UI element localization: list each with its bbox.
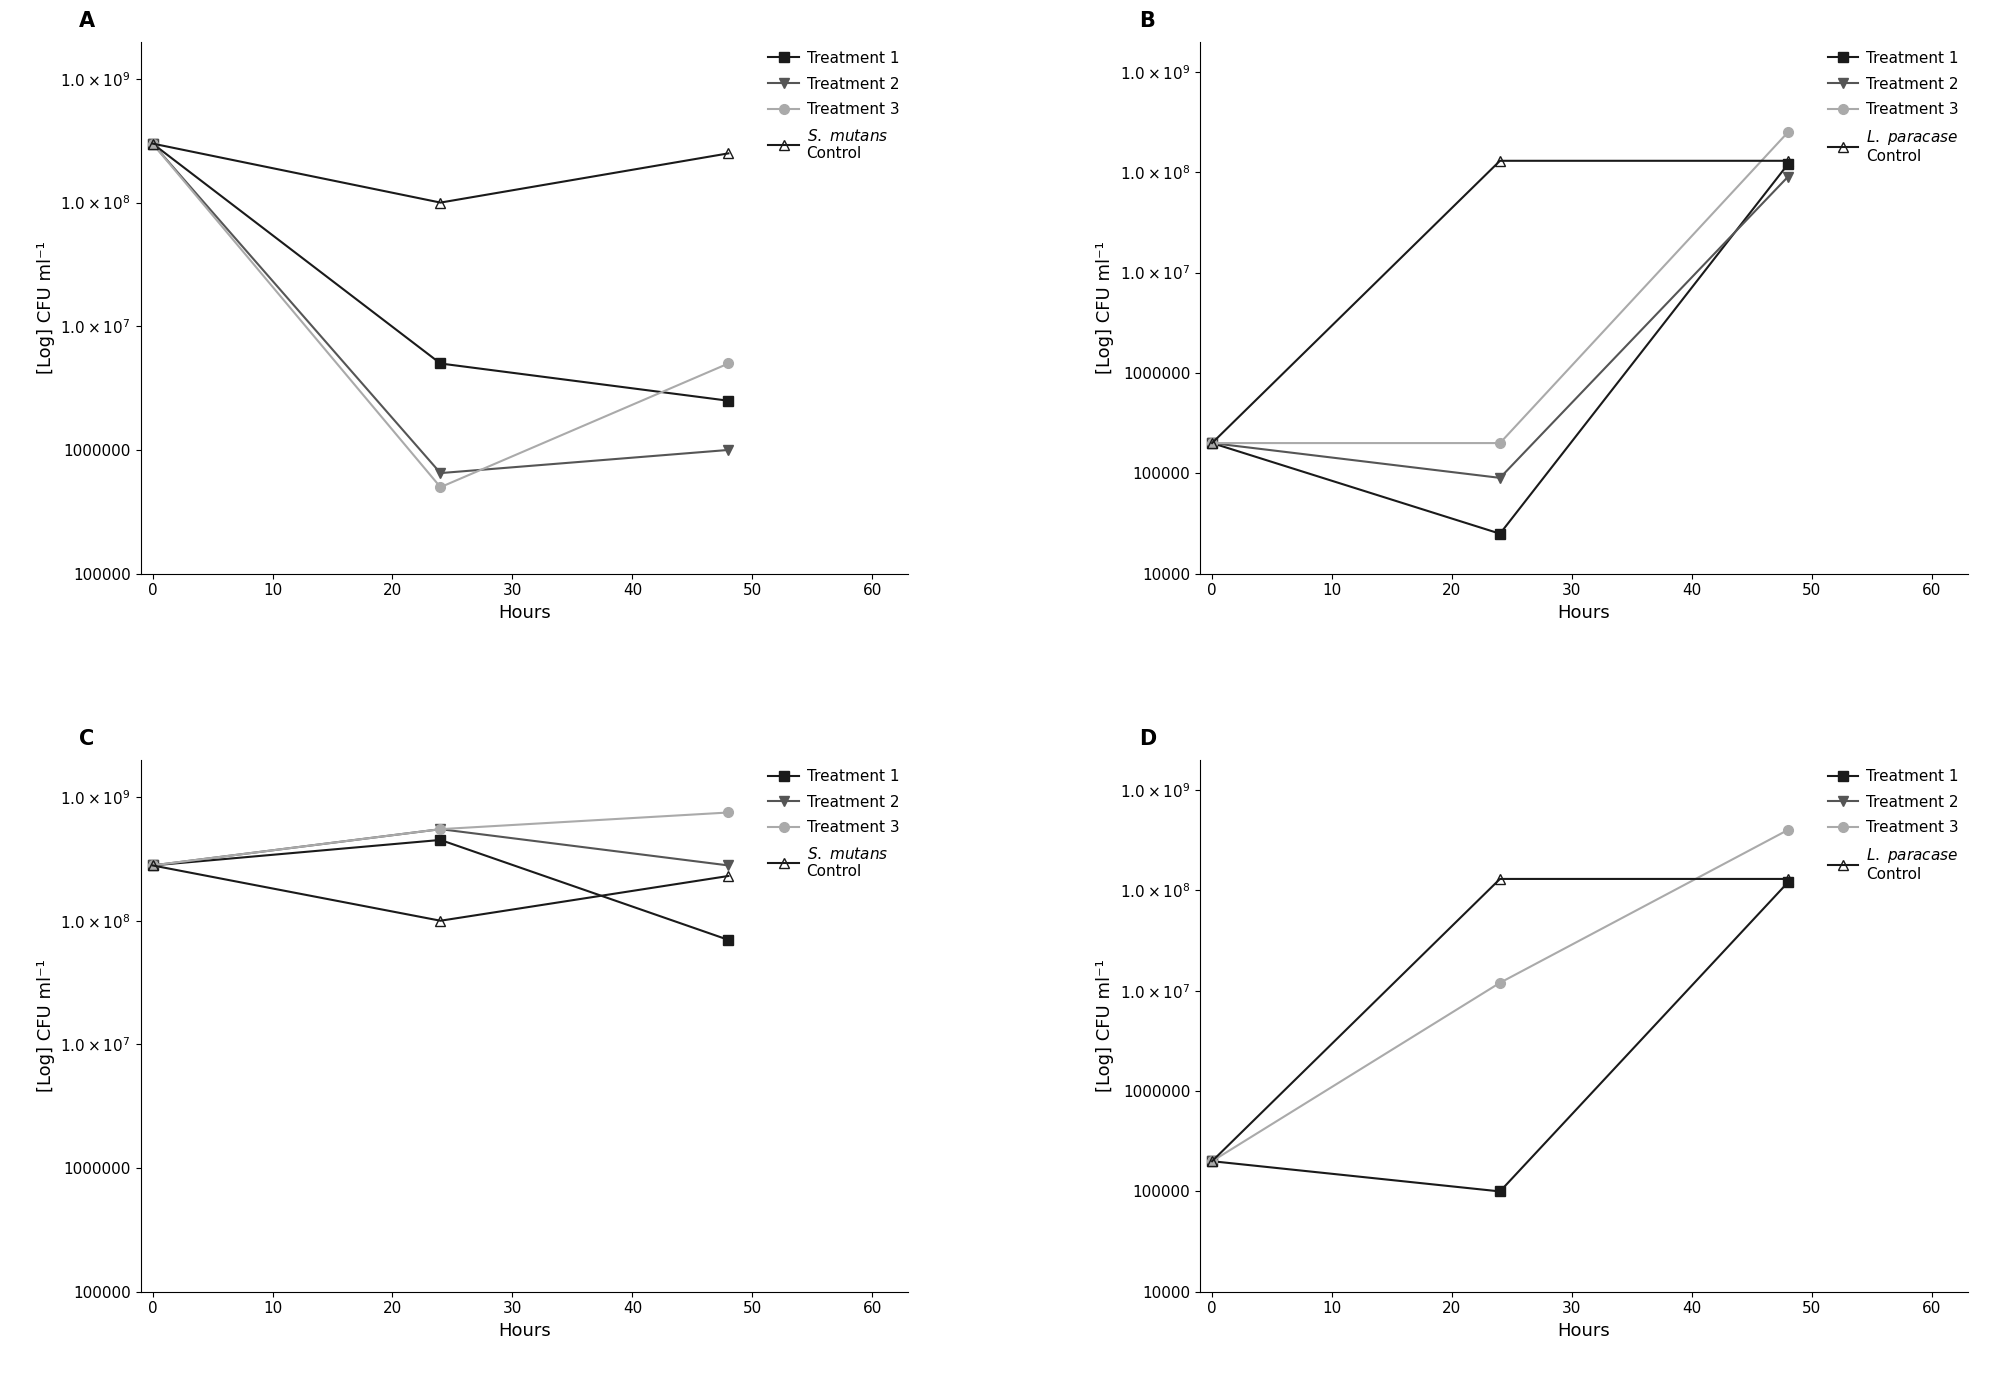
Legend: Treatment 1, Treatment 2, Treatment 3, $\it{L.\ paracase}$
Control: Treatment 1, Treatment 2, Treatment 3, $… xyxy=(1820,763,1963,889)
Y-axis label: [Log] CFU ml⁻¹: [Log] CFU ml⁻¹ xyxy=(1096,242,1114,374)
Y-axis label: [Log] CFU ml⁻¹: [Log] CFU ml⁻¹ xyxy=(36,960,54,1092)
Legend: Treatment 1, Treatment 2, Treatment 3, $\it{L.\ paracase}$
Control: Treatment 1, Treatment 2, Treatment 3, $… xyxy=(1820,44,1963,171)
Text: C: C xyxy=(78,729,94,749)
X-axis label: Hours: Hours xyxy=(1557,604,1610,622)
Text: A: A xyxy=(78,11,94,31)
Text: B: B xyxy=(1138,11,1154,31)
Legend: Treatment 1, Treatment 2, Treatment 3, $\it{S.\ mutans}$
Control: Treatment 1, Treatment 2, Treatment 3, $… xyxy=(763,763,905,886)
X-axis label: Hours: Hours xyxy=(498,1322,550,1340)
Legend: Treatment 1, Treatment 2, Treatment 3, $\it{S.\ mutans}$
Control: Treatment 1, Treatment 2, Treatment 3, $… xyxy=(763,44,905,168)
Y-axis label: [Log] CFU ml⁻¹: [Log] CFU ml⁻¹ xyxy=(1096,960,1114,1092)
X-axis label: Hours: Hours xyxy=(1557,1322,1610,1340)
X-axis label: Hours: Hours xyxy=(498,604,550,622)
Text: D: D xyxy=(1138,729,1156,749)
Y-axis label: [Log] CFU ml⁻¹: [Log] CFU ml⁻¹ xyxy=(36,242,54,374)
